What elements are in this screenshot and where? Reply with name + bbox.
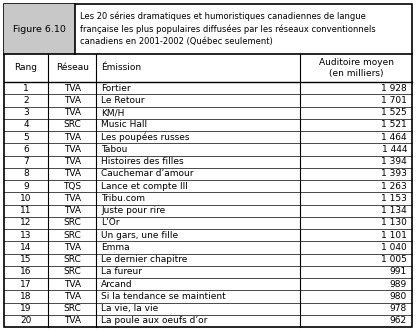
Text: 980: 980 [390, 292, 407, 301]
Text: 2: 2 [23, 96, 29, 105]
Text: Le Retour: Le Retour [101, 96, 145, 105]
Text: La poule aux oeufs d’or: La poule aux oeufs d’or [101, 316, 208, 325]
Text: TVA: TVA [64, 145, 81, 154]
Text: 962: 962 [390, 316, 407, 325]
Text: 1 005: 1 005 [381, 255, 407, 264]
Text: 1 040: 1 040 [381, 243, 407, 252]
Text: 6: 6 [23, 145, 29, 154]
Text: La fureur: La fureur [101, 267, 142, 276]
Text: Lance et compte III: Lance et compte III [101, 182, 188, 191]
Text: 19: 19 [20, 304, 32, 313]
Text: 1 393: 1 393 [381, 169, 407, 178]
Text: TVA: TVA [64, 96, 81, 105]
Text: Réseau: Réseau [56, 64, 89, 72]
Text: 1 444: 1 444 [381, 145, 407, 154]
Text: 3: 3 [23, 108, 29, 117]
Text: 20: 20 [20, 316, 32, 325]
Text: 14: 14 [20, 243, 32, 252]
Text: Les 20 séries dramatiques et humoristiques canadiennes de langue
française les p: Les 20 séries dramatiques et humoristiqu… [80, 12, 376, 46]
Text: 1 928: 1 928 [381, 84, 407, 93]
Text: 1 101: 1 101 [381, 231, 407, 240]
Text: TVA: TVA [64, 194, 81, 203]
Text: SRC: SRC [63, 218, 81, 227]
Bar [4, 4, 75, 54]
Text: Rang: Rang [15, 64, 37, 72]
Text: Figure 6.10: Figure 6.10 [13, 24, 66, 33]
Text: TVA: TVA [64, 292, 81, 301]
Text: 5: 5 [23, 133, 29, 142]
Text: TVA: TVA [64, 316, 81, 325]
Text: Fortier: Fortier [101, 84, 131, 93]
Text: SRC: SRC [63, 304, 81, 313]
Text: TVA: TVA [64, 280, 81, 289]
Text: TVA: TVA [64, 243, 81, 252]
Text: 1 701: 1 701 [381, 96, 407, 105]
Text: TVA: TVA [64, 84, 81, 93]
Text: 18: 18 [20, 292, 32, 301]
Text: 8: 8 [23, 169, 29, 178]
Text: Si la tendance se maintient: Si la tendance se maintient [101, 292, 226, 301]
Text: 1 134: 1 134 [381, 206, 407, 215]
Text: 11: 11 [20, 206, 32, 215]
Text: 12: 12 [20, 218, 32, 227]
Text: SRC: SRC [63, 120, 81, 129]
Text: 991: 991 [390, 267, 407, 276]
Text: Histoires des filles: Histoires des filles [101, 157, 184, 166]
Text: 1 394: 1 394 [381, 157, 407, 166]
Text: Un gars, une fille: Un gars, une fille [101, 231, 178, 240]
Text: TVA: TVA [64, 206, 81, 215]
Text: 1 130: 1 130 [381, 218, 407, 227]
Text: 989: 989 [390, 280, 407, 289]
Text: 15: 15 [20, 255, 32, 264]
Text: Emma: Emma [101, 243, 130, 252]
Text: TVA: TVA [64, 157, 81, 166]
Text: 1 464: 1 464 [381, 133, 407, 142]
Text: 17: 17 [20, 280, 32, 289]
Text: Émission: Émission [101, 64, 141, 72]
Text: KM/H: KM/H [101, 108, 124, 117]
Text: Auditoire moyen
(en milliers): Auditoire moyen (en milliers) [319, 58, 394, 78]
Text: Arcand: Arcand [101, 280, 133, 289]
Text: 9: 9 [23, 182, 29, 191]
Text: TVA: TVA [64, 133, 81, 142]
Text: 1: 1 [23, 84, 29, 93]
Text: Les poupées russes: Les poupées russes [101, 132, 190, 142]
Text: Le dernier chapitre: Le dernier chapitre [101, 255, 188, 264]
Text: 1 525: 1 525 [381, 108, 407, 117]
Text: 1 263: 1 263 [381, 182, 407, 191]
Text: La vie, la vie: La vie, la vie [101, 304, 158, 313]
Text: TVA: TVA [64, 108, 81, 117]
Text: Cauchemar d’amour: Cauchemar d’amour [101, 169, 194, 178]
Text: TQS: TQS [63, 182, 81, 191]
Text: Tabou: Tabou [101, 145, 128, 154]
Text: Music Hall: Music Hall [101, 120, 147, 129]
Text: Juste pour rire: Juste pour rire [101, 206, 166, 215]
Text: 7: 7 [23, 157, 29, 166]
Text: 978: 978 [390, 304, 407, 313]
Text: 16: 16 [20, 267, 32, 276]
Text: SRC: SRC [63, 267, 81, 276]
Text: 10: 10 [20, 194, 32, 203]
Text: 13: 13 [20, 231, 32, 240]
Text: 4: 4 [23, 120, 29, 129]
Text: SRC: SRC [63, 255, 81, 264]
Text: 1 521: 1 521 [381, 120, 407, 129]
Text: L’Or: L’Or [101, 218, 120, 227]
Text: Tribu.com: Tribu.com [101, 194, 145, 203]
Text: TVA: TVA [64, 169, 81, 178]
Text: 1 153: 1 153 [381, 194, 407, 203]
Text: SRC: SRC [63, 231, 81, 240]
